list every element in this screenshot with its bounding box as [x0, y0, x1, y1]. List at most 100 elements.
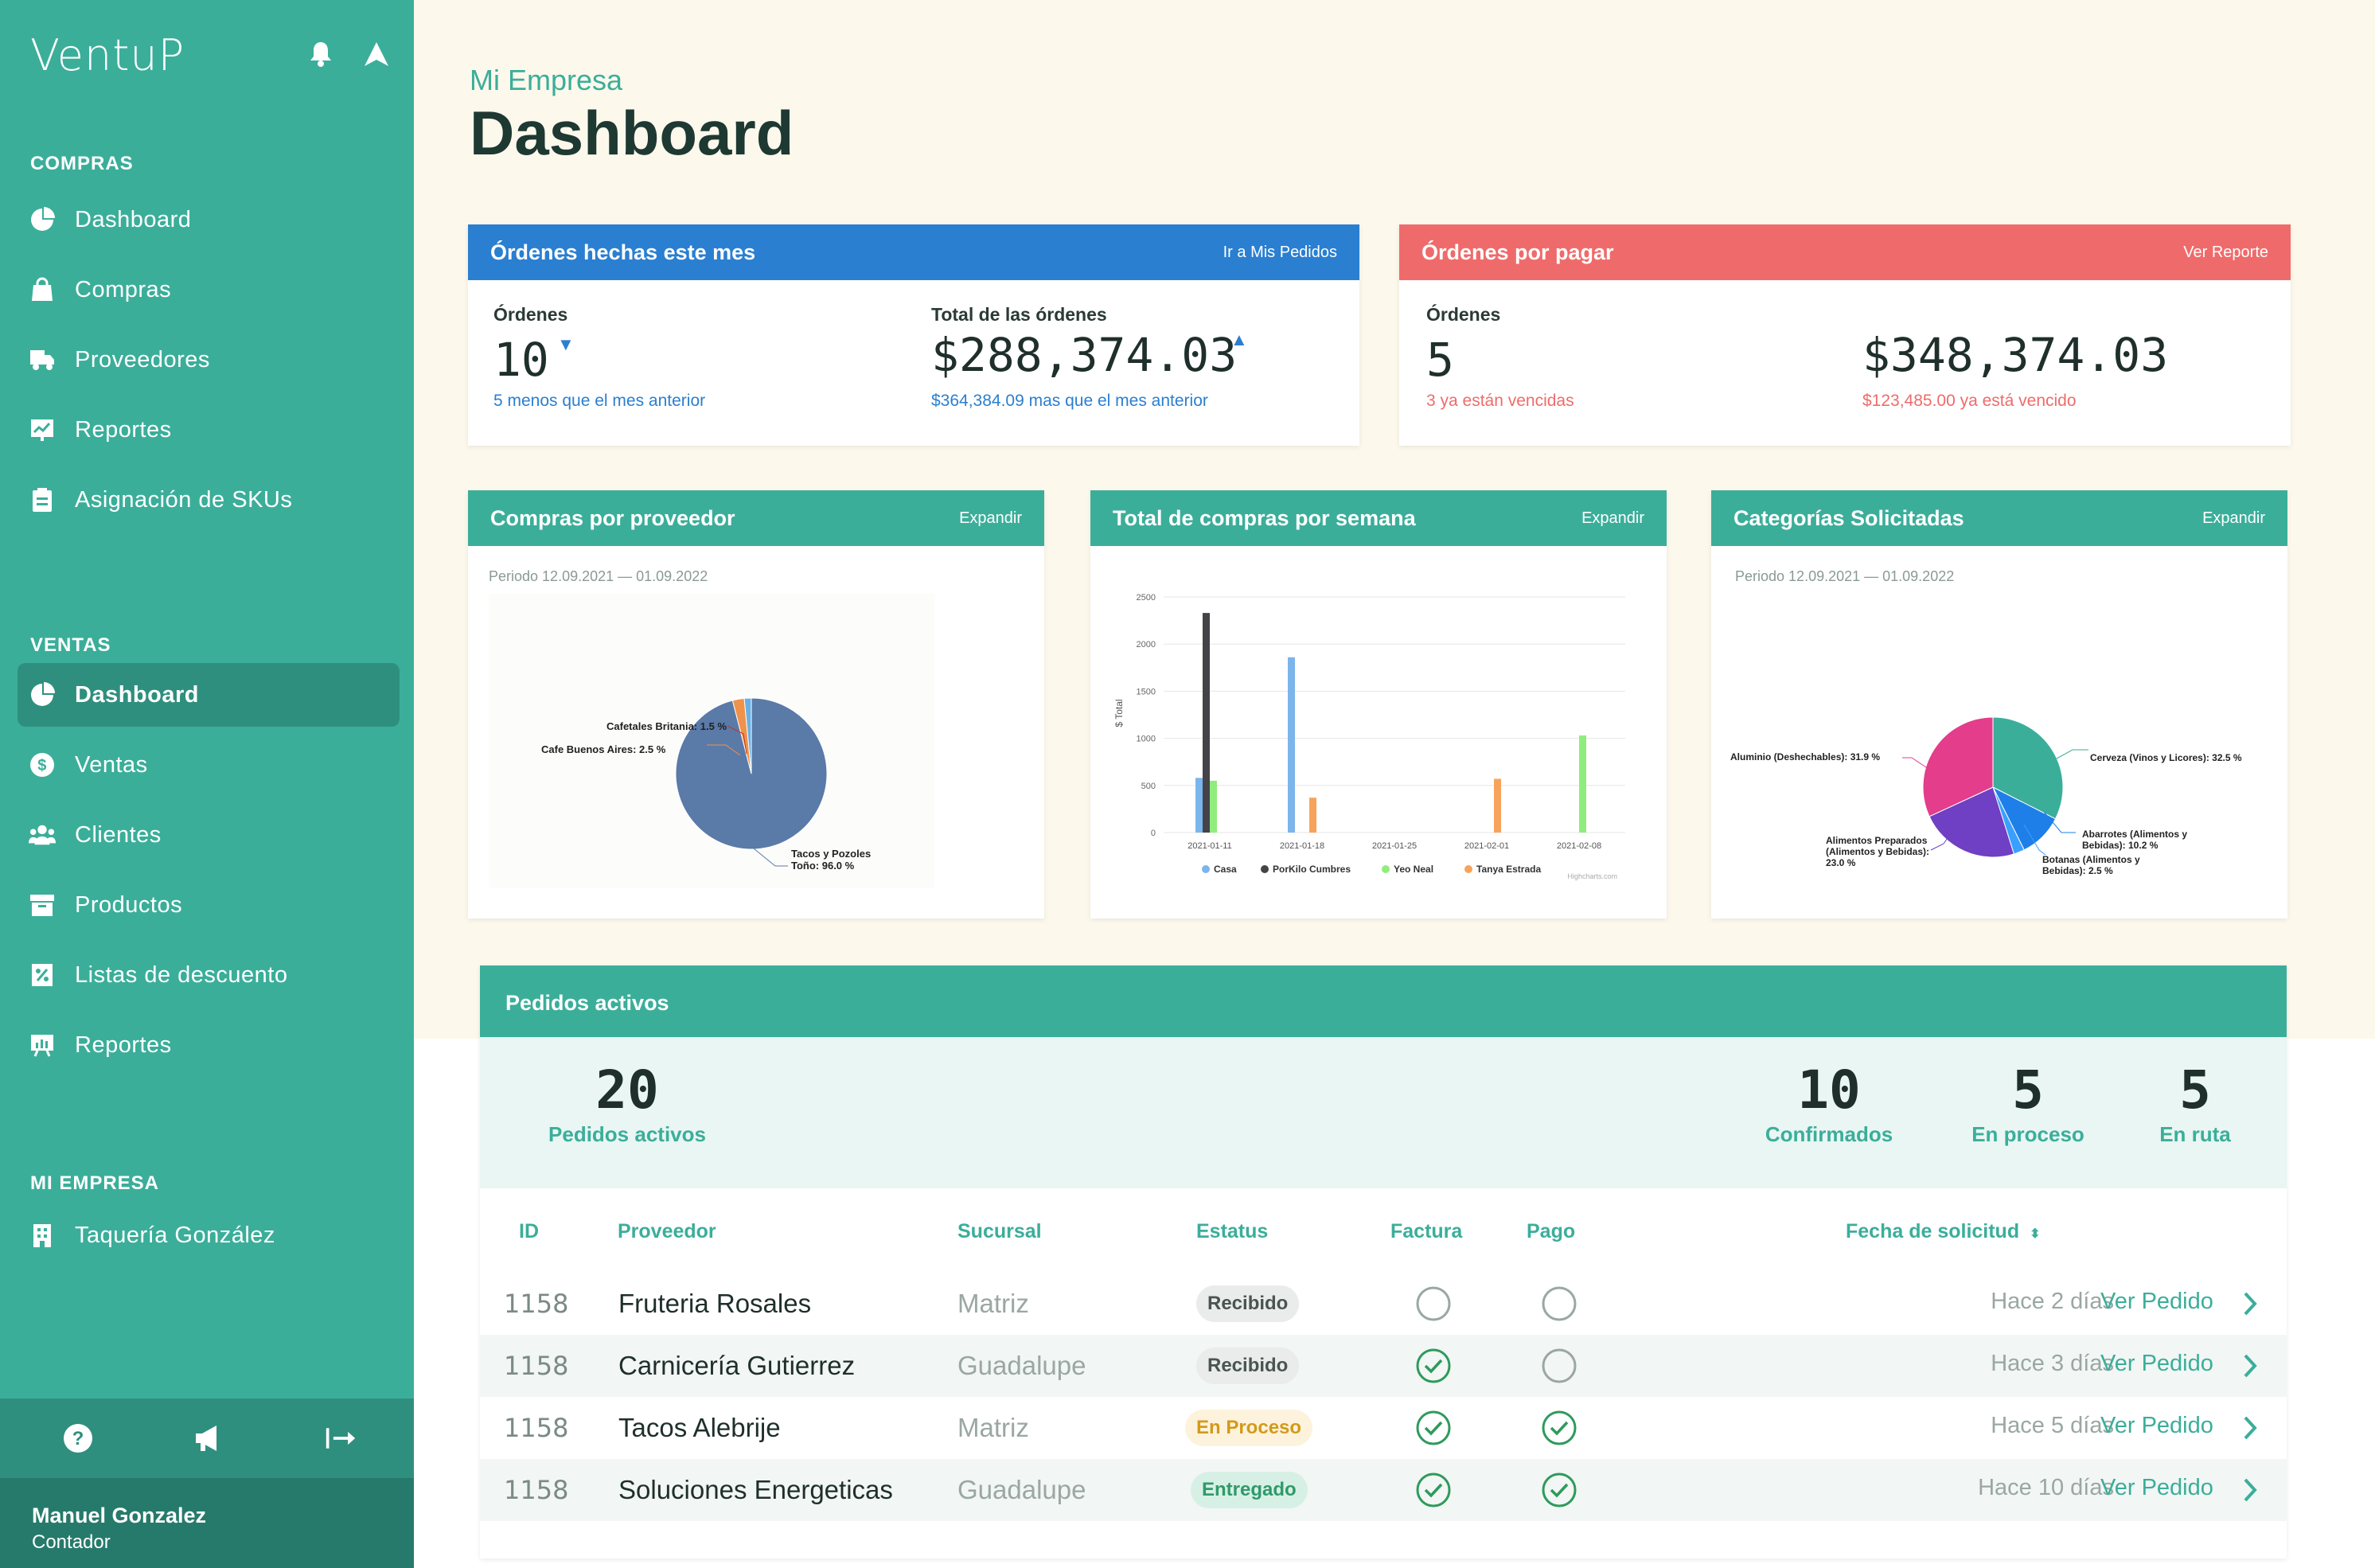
- view-order-link[interactable]: Ver Pedido: [2100, 1351, 2213, 1376]
- x-tick-label: 2021-01-18: [1280, 841, 1324, 851]
- user-role: Contador: [32, 1531, 111, 1553]
- sort-icon[interactable]: ⬍: [2030, 1227, 2041, 1241]
- sidebar-item-reportes[interactable]: Reportes: [18, 1013, 400, 1077]
- arrow-down-icon: ▼: [557, 334, 575, 354]
- chevron-right-icon[interactable]: [2240, 1476, 2260, 1504]
- connector-cafetales: [727, 725, 747, 755]
- app-logo[interactable]: VentuP: [30, 30, 185, 80]
- view-order-link[interactable]: Ver Pedido: [2100, 1475, 2213, 1500]
- pie-slice-cerveza: [1992, 716, 2064, 820]
- sidebar-item-proveedores[interactable]: Proveedores: [18, 328, 400, 392]
- go-to-orders-link[interactable]: Ir a Mis Pedidos: [1223, 243, 1337, 261]
- view-report-link[interactable]: Ver Reporte: [2183, 243, 2268, 261]
- expand-button[interactable]: Expandir: [959, 509, 1022, 527]
- request-date: Hace 10 días: [1978, 1475, 2114, 1500]
- check-circle-icon[interactable]: [1415, 1348, 1452, 1384]
- arrow-up-icon: ▲: [1230, 330, 1248, 349]
- logout-icon[interactable]: [325, 1422, 357, 1454]
- column-header-sucursal[interactable]: Sucursal: [957, 1220, 1042, 1242]
- pie-slice-cafetales: [743, 697, 752, 774]
- legend-item: Casa: [1214, 864, 1237, 875]
- view-order-link[interactable]: Ver Pedido: [2100, 1289, 2213, 1314]
- sidebar-item-listas-de-descuento[interactable]: Listas de descuento: [18, 943, 400, 1007]
- pie-icon: [29, 681, 56, 708]
- sidebar-item-productos[interactable]: Productos: [18, 873, 400, 937]
- sidebar-item-compras[interactable]: Compras: [18, 258, 400, 322]
- connector-cerveza: [2056, 749, 2088, 759]
- orders-note: 5 menos que el mes anterior: [493, 392, 706, 410]
- connector-botanas: [2023, 824, 2046, 856]
- sidebar: VentuP COMPRAS Dashboard Compras Proveedor…: [0, 0, 414, 1568]
- legend-marker: [1382, 865, 1390, 873]
- slice-label-aluminio: Aluminio (Deshechables): 31.9 %: [1730, 751, 1880, 763]
- y-tick-label: 2000: [1137, 640, 1156, 649]
- chevron-right-icon[interactable]: [2240, 1290, 2260, 1317]
- megaphone-icon[interactable]: [193, 1422, 224, 1454]
- bar-tanya-estrada-2021-01-18: [1309, 798, 1316, 833]
- categories-pie-chart: Cerveza (Vinos y Licores): 32.5 % Abarro…: [1730, 716, 2242, 876]
- connector-abarrotes: [2043, 811, 2076, 833]
- orders-to-pay-card: Órdenes por pagar Ver Reporte Órdenes 5 …: [1399, 224, 2291, 446]
- stat-label: Confirmados: [1765, 1122, 1893, 1146]
- sidebar-item-label: Proveedores: [75, 346, 210, 372]
- connector-cafe-buenos-aires: [707, 744, 741, 756]
- total-orders-note: $364,384.09 mas que el mes anterior: [931, 392, 1208, 410]
- sidebar-item-label: Reportes: [75, 416, 172, 443]
- building-icon: [29, 1222, 56, 1249]
- empty-circle-icon[interactable]: [1541, 1348, 1577, 1384]
- table-row[interactable]: 1158 Fruteria Rosales Matriz Recibido Hace 2…: [480, 1273, 2287, 1335]
- sidebar-item-dashboard[interactable]: Dashboard: [18, 188, 400, 252]
- column-header-pago[interactable]: Pago: [1527, 1220, 1576, 1242]
- order-id: 1158: [504, 1475, 569, 1505]
- stat-label: Pedidos activos: [548, 1122, 706, 1146]
- table-row[interactable]: 1158 Tacos Alebrije Matriz En Proceso Hace 5…: [480, 1397, 2287, 1459]
- bell-icon[interactable]: [305, 38, 337, 70]
- help-icon[interactable]: ?: [62, 1422, 94, 1454]
- table-row[interactable]: 1158 Soluciones Energeticas Guadalupe Entre…: [480, 1459, 2287, 1521]
- user-profile[interactable]: Manuel Gonzalez Contador: [0, 1478, 414, 1568]
- view-order-link[interactable]: Ver Pedido: [2100, 1413, 2213, 1438]
- pie-slice-alimentos: [1928, 786, 2015, 858]
- supplier-name: Soluciones Energeticas: [618, 1475, 893, 1504]
- sidebar-item-clientes[interactable]: Clientes: [18, 803, 400, 867]
- check-circle-icon[interactable]: [1541, 1410, 1577, 1446]
- connector-tacos: [749, 844, 788, 867]
- sidebar-item-ventas[interactable]: $ Ventas: [18, 733, 400, 797]
- empty-circle-icon[interactable]: [1415, 1285, 1452, 1322]
- check-circle-icon[interactable]: [1541, 1472, 1577, 1508]
- x-tick-label: 2021-01-11: [1188, 841, 1231, 851]
- table-row[interactable]: 1158 Carnicería Gutierrez Guadalupe Recibid…: [480, 1335, 2287, 1397]
- expand-button[interactable]: Expandir: [1581, 509, 1644, 527]
- request-date: Hace 5 días: [1991, 1413, 2114, 1438]
- chevron-right-icon[interactable]: [2240, 1352, 2260, 1379]
- column-header-factura[interactable]: Factura: [1390, 1220, 1463, 1242]
- supplier-name: Tacos Alebrije: [618, 1413, 781, 1442]
- empty-circle-icon[interactable]: [1541, 1285, 1577, 1322]
- sidebar-item-asignación-de-skus[interactable]: Asignación de SKUs: [18, 468, 400, 532]
- expand-button[interactable]: Expandir: [2202, 509, 2265, 527]
- bar-yeo-neal-2021-02-08: [1579, 735, 1586, 833]
- sidebar-item-taquería-gonzález[interactable]: Taquería González: [18, 1203, 400, 1267]
- page-title: Dashboard: [470, 98, 794, 168]
- section-title-mi-empresa: MI EMPRESA: [30, 1172, 160, 1194]
- column-header-id[interactable]: ID: [519, 1220, 539, 1242]
- navigate-icon[interactable]: [361, 38, 392, 70]
- sidebar-item-reportes[interactable]: Reportes: [18, 398, 400, 462]
- check-circle-icon[interactable]: [1415, 1472, 1452, 1508]
- column-header-fecha[interactable]: Fecha de solicitud ⬍: [1846, 1220, 2040, 1243]
- x-tick-label: 2021-02-08: [1557, 841, 1601, 851]
- chevron-right-icon[interactable]: [2240, 1414, 2260, 1441]
- sidebar-item-dashboard[interactable]: Dashboard: [18, 663, 400, 727]
- column-header-estatus[interactable]: Estatus: [1196, 1220, 1269, 1242]
- column-header-proveedor[interactable]: Proveedor: [618, 1220, 716, 1242]
- chart-credit: Highcharts.com: [1567, 872, 1617, 880]
- request-date: Hace 2 días: [1991, 1289, 2114, 1314]
- total-orders-value: $288,374.03: [931, 328, 1238, 382]
- orders-month-card: Órdenes hechas este mes Ir a Mis Pedidos…: [468, 224, 1359, 446]
- discount-icon: [29, 961, 56, 989]
- slice-label-botanas-1: Botanas (Alimentos y: [2042, 854, 2140, 865]
- y-tick-label: 500: [1141, 782, 1156, 791]
- check-circle-icon[interactable]: [1415, 1410, 1452, 1446]
- sidebar-actions: ?: [0, 1398, 414, 1478]
- sidebar-item-label: Reportes: [75, 1032, 172, 1058]
